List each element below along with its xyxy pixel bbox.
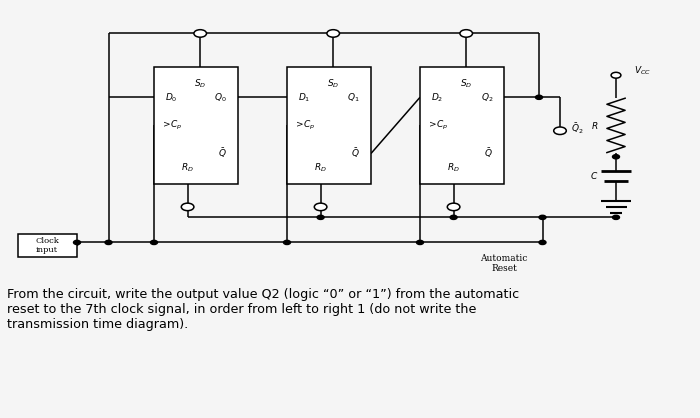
Text: $R_D$: $R_D$ — [181, 161, 194, 174]
Text: $\bar{Q}_2$: $\bar{Q}_2$ — [571, 122, 584, 136]
Circle shape — [317, 215, 324, 219]
Text: $Q_2$: $Q_2$ — [481, 91, 493, 104]
Circle shape — [611, 72, 621, 78]
Text: $D_2$: $D_2$ — [431, 91, 443, 104]
Text: $D_0$: $D_0$ — [165, 91, 178, 104]
Circle shape — [314, 203, 327, 211]
Circle shape — [612, 155, 620, 159]
Text: From the circuit, write the output value Q2 (logic “0” or “1”) from the automati: From the circuit, write the output value… — [7, 288, 519, 331]
Text: $Q_0$: $Q_0$ — [214, 91, 227, 104]
Circle shape — [416, 240, 424, 245]
Circle shape — [181, 203, 194, 211]
Text: $\bar{Q}$: $\bar{Q}$ — [218, 147, 227, 161]
Bar — [287, 67, 371, 184]
Text: $Q_1$: $Q_1$ — [347, 91, 360, 104]
Text: $C$: $C$ — [590, 170, 598, 181]
Bar — [420, 67, 504, 184]
Circle shape — [554, 127, 566, 135]
Circle shape — [450, 215, 457, 219]
Circle shape — [539, 240, 546, 245]
Text: $D_1$: $D_1$ — [298, 91, 310, 104]
Text: Automatic
Reset: Automatic Reset — [480, 254, 528, 273]
Text: $\bar{Q}$: $\bar{Q}$ — [351, 147, 360, 161]
Text: $S_D$: $S_D$ — [327, 77, 340, 89]
Circle shape — [150, 240, 158, 245]
Circle shape — [612, 215, 620, 219]
Bar — [18, 234, 77, 257]
Circle shape — [536, 95, 542, 99]
Text: $R_D$: $R_D$ — [447, 161, 460, 174]
Text: $S_D$: $S_D$ — [194, 77, 206, 89]
Text: $>\!C_p$: $>\!C_p$ — [427, 119, 448, 132]
Circle shape — [74, 240, 80, 245]
Circle shape — [327, 30, 340, 37]
Text: $R_D$: $R_D$ — [314, 161, 327, 174]
Circle shape — [194, 30, 206, 37]
Circle shape — [447, 203, 460, 211]
Text: $S_D$: $S_D$ — [460, 77, 473, 89]
Circle shape — [539, 215, 546, 219]
Text: $>\!C_p$: $>\!C_p$ — [161, 119, 182, 132]
Text: $V_{CC}$: $V_{CC}$ — [634, 65, 650, 77]
Text: $\bar{Q}$: $\bar{Q}$ — [484, 147, 493, 161]
Text: $>\!C_p$: $>\!C_p$ — [294, 119, 315, 132]
Bar — [154, 67, 238, 184]
Text: $R$: $R$ — [591, 120, 598, 131]
Circle shape — [460, 30, 473, 37]
Circle shape — [284, 240, 290, 245]
Circle shape — [105, 240, 112, 245]
Text: Clock
input: Clock input — [35, 237, 60, 254]
